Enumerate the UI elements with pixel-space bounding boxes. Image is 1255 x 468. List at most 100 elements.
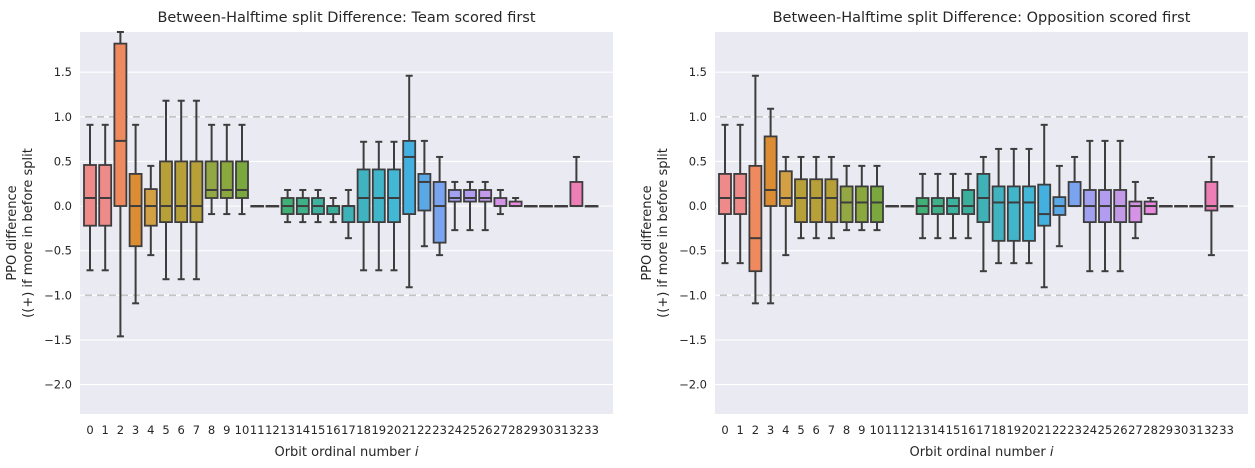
x-tick-label: 29 [1158, 423, 1173, 437]
x-tick-label: 19 [371, 423, 386, 437]
box-body [809, 178, 824, 224]
x-tick-label: 19 [1006, 423, 1021, 437]
box-body [83, 164, 97, 227]
box-body [733, 173, 748, 215]
box-11 [250, 205, 265, 208]
x-tick-label: 22 [417, 423, 432, 437]
box-20 [1022, 147, 1036, 265]
box-body [748, 164, 763, 273]
box-11 [885, 205, 900, 208]
box-31 [554, 205, 569, 208]
box-17 [976, 155, 991, 273]
x-tick-label: 31 [1189, 423, 1204, 437]
box-26 [478, 180, 493, 232]
box-15 [946, 172, 960, 240]
x-tick-label: 27 [493, 423, 508, 437]
box-15 [311, 188, 325, 224]
box-13 [915, 172, 930, 240]
box-5 [159, 99, 173, 281]
box-21 [1037, 123, 1052, 289]
box-body [1128, 200, 1143, 224]
box-18 [356, 140, 371, 272]
box-body [778, 170, 793, 207]
chart-title: Between-Halftime split Difference: Oppos… [773, 10, 1191, 26]
box-7 [189, 99, 204, 281]
box-17 [341, 188, 356, 240]
y-tick-label: −0.5 [44, 244, 72, 258]
x-tick-label: 33 [1219, 423, 1234, 437]
box-22 [417, 139, 432, 248]
box-body [402, 139, 417, 215]
x-tick-label: 18 [991, 423, 1006, 437]
x-tick-label: 32 [569, 423, 584, 437]
x-tick-label: 6 [178, 423, 185, 437]
x-tick-label: 13 [915, 423, 930, 437]
x-tick-label: 2 [752, 423, 759, 437]
x-tick-label: 24 [447, 423, 462, 437]
x-tick-label: 17 [976, 423, 991, 437]
x-tick-label: 21 [402, 423, 417, 437]
box-7 [824, 155, 839, 240]
box-29 [1158, 205, 1173, 208]
x-tick-label: 0 [86, 423, 93, 437]
x-tick-label: 16 [961, 423, 976, 437]
x-tick-label: 5 [162, 423, 169, 437]
x-tick-label: 30 [1174, 423, 1189, 437]
chart-panel-1: −2.0−1.5−1.0−0.50.00.51.01.50 1 2 3 4 5 6 7 8 9 10… [5, 10, 613, 460]
x-axis-label-symbol: i [1050, 445, 1054, 460]
box-8 [204, 123, 219, 216]
x-tick-label: 6 [813, 423, 820, 437]
box-10 [870, 164, 884, 232]
y-tick-label: 1.0 [54, 110, 72, 124]
box-12 [265, 205, 280, 208]
x-tick-label: 13 [280, 423, 295, 437]
y-axis-label-line: ((+) if more in before split [21, 148, 36, 318]
chart-panel-2: −2.0−1.5−1.0−0.50.00.51.01.50 1 2 3 4 5 6 7 8 9 10… [640, 10, 1248, 460]
box-body [961, 189, 976, 215]
x-tick-label: 8 [843, 423, 850, 437]
x-tick-label: 23 [432, 423, 447, 437]
x-tick-label: 33 [584, 423, 599, 437]
box-0 [83, 123, 97, 272]
x-tick-label: 8 [208, 423, 215, 437]
box-4 [778, 155, 793, 257]
box-body [569, 181, 584, 207]
box-19 [1006, 147, 1021, 265]
box-body [356, 168, 371, 224]
box-14 [930, 172, 945, 240]
x-tick-label: 23 [1067, 423, 1082, 437]
box-5 [794, 155, 808, 240]
box-body [991, 185, 1006, 242]
y-tick-label: −2.0 [44, 378, 72, 392]
x-tick-label: 22 [1052, 423, 1067, 437]
y-tick-label: 0.0 [689, 199, 707, 213]
x-tick-label: 2 [117, 423, 124, 437]
box-22 [1052, 164, 1067, 248]
box-14 [295, 188, 310, 224]
box-body [1067, 181, 1082, 207]
box-body [1022, 185, 1036, 242]
box-13 [280, 188, 295, 224]
box-6 [809, 155, 824, 240]
x-tick-label: 11 [885, 423, 900, 437]
box-body [204, 160, 219, 199]
x-axis-label: Orbit ordinal number i [274, 445, 418, 460]
box-body [128, 173, 143, 248]
box-21 [402, 74, 417, 289]
y-axis-label: PPO difference((+) if more in before spl… [640, 148, 671, 318]
box-8 [839, 164, 854, 232]
x-tick-label: 25 [463, 423, 478, 437]
x-tick-label: 9 [223, 423, 230, 437]
box-29 [523, 205, 538, 208]
x-tick-label: 16 [326, 423, 341, 437]
box-24 [447, 180, 462, 232]
x-tick-label: 10 [235, 423, 250, 437]
x-tick-label: 15 [946, 423, 961, 437]
box-28 [508, 197, 523, 208]
box-1 [733, 123, 748, 265]
box-32 [569, 155, 584, 208]
chart-title: Between-Halftime split Difference: Team … [157, 10, 535, 26]
box-body [854, 185, 869, 224]
box-16 [961, 172, 976, 240]
box-20 [387, 140, 401, 272]
